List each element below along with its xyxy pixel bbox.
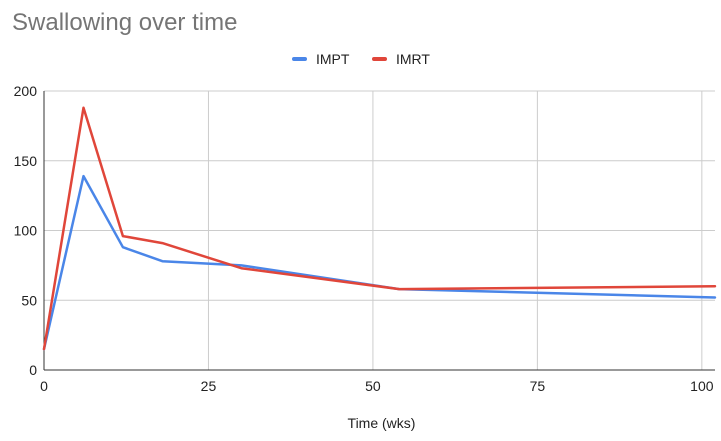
x-tick-label: 75 [530,378,546,394]
chart-title: Swallowing over time [12,9,238,36]
x-axis-title: Time (wks) [348,415,416,431]
legend-label-series-2: IMRT [396,51,430,67]
legend-swatch-series-1 [292,57,307,61]
y-tick-label: 50 [21,292,37,308]
y-tick-label: 200 [14,83,38,99]
y-tick-label: 100 [14,223,38,239]
y-tick-label: 150 [14,153,38,169]
legend: IMPT IMRT [0,51,721,71]
legend-item-series-1[interactable]: IMPT [292,51,349,67]
y-tick-label: 0 [29,362,37,378]
series-line-1 [42,174,717,351]
legend-swatch-series-2 [372,57,387,61]
x-tick-label: 0 [40,378,48,394]
legend-item-series-2[interactable]: IMRT [372,51,430,67]
x-tick-label: 100 [690,378,714,394]
x-tick-label: 50 [365,378,381,394]
legend-label-series-1: IMPT [316,51,350,67]
series-line-2 [42,106,717,351]
x-tick-label: 25 [201,378,217,394]
